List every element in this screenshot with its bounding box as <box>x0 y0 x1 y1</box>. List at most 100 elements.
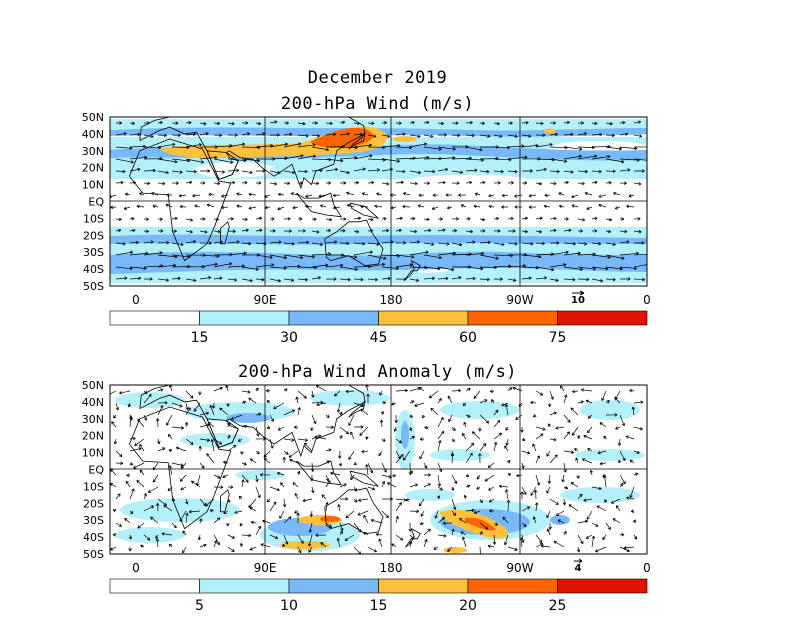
wind-arrow <box>311 168 323 173</box>
wind-arrow <box>423 134 434 138</box>
wind-arrow <box>171 426 184 430</box>
wind-arrow <box>185 143 203 148</box>
wind-arrow <box>361 192 369 196</box>
wind-arrow <box>199 543 207 548</box>
wind-arrow <box>129 447 142 452</box>
wind-arrow <box>125 480 131 488</box>
wind-arrow <box>129 510 134 515</box>
anomaly-panel-title: 200-hPa Wind Anomaly (m/s) <box>237 362 518 382</box>
wind-arrow <box>329 471 341 476</box>
wind-arrow <box>576 435 581 440</box>
wind-arrow <box>367 254 387 260</box>
wind-arrow <box>316 402 327 407</box>
wind-arrow <box>325 228 331 233</box>
wind-arrow <box>409 216 416 221</box>
wind-arrow <box>269 438 274 449</box>
wind-arrow <box>460 204 467 208</box>
lon-label: 0 <box>643 561 651 575</box>
wind-arrow <box>179 204 187 209</box>
wind-arrow <box>409 483 418 488</box>
wind-arrow <box>465 452 473 464</box>
wind-arrow <box>591 121 598 126</box>
wind-arrow <box>423 425 429 430</box>
wind-arrow <box>350 431 355 440</box>
wind-arrow <box>409 134 421 138</box>
wind-arrow <box>605 180 612 185</box>
wind-arrow <box>535 241 545 246</box>
wind-arrow <box>535 455 540 464</box>
wind-arrow <box>629 486 635 498</box>
wind-arrow <box>180 462 187 469</box>
wind-arrow <box>395 388 408 393</box>
wind-arrow <box>605 169 616 173</box>
wind-arrow <box>507 216 514 221</box>
wind-arrow <box>338 462 342 467</box>
wind-arrow <box>289 458 299 464</box>
wind-arrow <box>353 277 364 282</box>
wind-arrow <box>325 132 337 137</box>
wind-arrow <box>437 486 443 491</box>
wind-map-panel: 50N 40N 30N 20N 10N EQ 10S 20S 30S 40S 50S 0 90E 180… <box>0 111 651 346</box>
wind-arrow <box>478 426 482 432</box>
wind-arrow <box>521 506 531 512</box>
wind-arrow <box>479 240 491 245</box>
lat-label: 50S <box>83 548 104 561</box>
wind-arrow <box>612 518 621 524</box>
wind-arrow <box>505 426 509 431</box>
lat-label: 50N <box>82 379 104 392</box>
wind-arrow <box>305 194 313 198</box>
wind-arrow <box>230 414 243 420</box>
wind-arrow <box>167 433 173 440</box>
lon-label: 180 <box>380 293 403 307</box>
wind-arrow <box>433 546 439 550</box>
wind-arrow <box>563 266 584 272</box>
wind-arrow <box>521 181 528 185</box>
wind-arrow <box>211 402 216 409</box>
wind-arrow <box>392 473 397 478</box>
wind-arrow <box>269 170 281 175</box>
wind-arrow <box>577 229 583 233</box>
wind-arrow <box>282 498 287 508</box>
wind-arrow <box>563 146 583 151</box>
wind-arrow <box>192 193 201 198</box>
wind-arrow <box>325 263 344 268</box>
coastline-path <box>0 117 65 188</box>
wind-arrow <box>465 387 471 392</box>
wind-arrow <box>336 402 341 413</box>
wind-arrow <box>241 241 252 246</box>
wind-arrow <box>479 522 489 530</box>
wind-arrow <box>631 406 635 416</box>
wind-arrow <box>166 414 173 426</box>
colorbar-tick-label: 60 <box>459 330 477 346</box>
wind-arrow <box>619 120 626 125</box>
wind-arrow <box>283 121 289 125</box>
lat-label: 40S <box>83 263 104 276</box>
wind-arrow <box>564 217 569 221</box>
wind-arrow <box>423 276 435 281</box>
wind-arrow <box>615 505 621 512</box>
wind-arrow <box>199 155 218 160</box>
wind-arrow <box>577 181 585 186</box>
wind-arrow <box>620 277 631 281</box>
wind-arrow <box>580 388 593 392</box>
colorbar-swatch <box>288 310 379 326</box>
wind-arrow <box>367 546 377 553</box>
wind-arrow <box>143 505 154 512</box>
wind-arrow <box>273 402 285 410</box>
wind-arrow <box>423 528 431 536</box>
wind-arrow <box>560 385 565 392</box>
wind-arrow <box>484 474 495 482</box>
wind-arrow <box>185 132 197 137</box>
coastline-path <box>28 431 44 436</box>
wind-arrow <box>585 534 593 539</box>
wind-arrow <box>269 240 282 244</box>
wind-arrow <box>115 276 128 280</box>
wind-arrow <box>630 509 635 513</box>
wind-arrow <box>603 475 607 488</box>
wind-arrow <box>227 180 236 185</box>
wind-arrow <box>204 498 215 507</box>
wind-arrow <box>528 205 537 209</box>
wind-arrow <box>241 132 251 136</box>
wind-arrow <box>182 530 187 536</box>
wind-arrow <box>283 438 295 442</box>
